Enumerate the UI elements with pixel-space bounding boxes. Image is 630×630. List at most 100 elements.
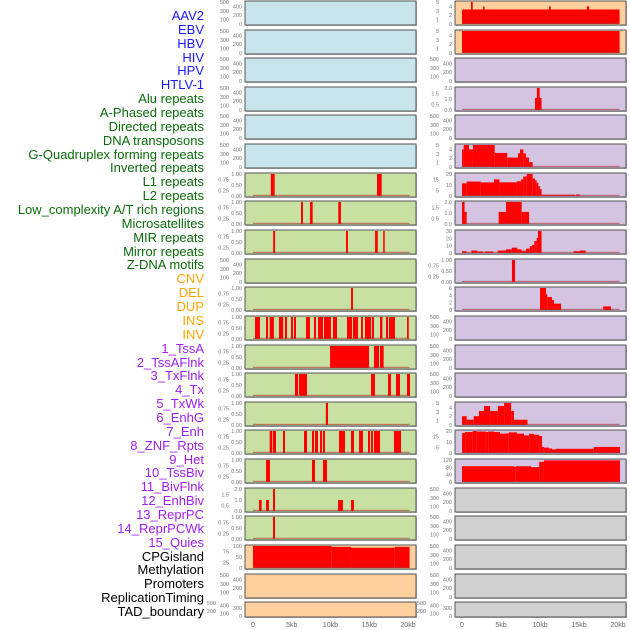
data-bar — [535, 180, 537, 196]
track-label: TAD_boundary — [117, 603, 204, 619]
data-bar — [266, 500, 269, 511]
y-tick-label: 500 — [430, 57, 439, 63]
baseline-track — [253, 366, 410, 368]
baseline-track — [253, 222, 410, 224]
y-tick-label: 500 — [430, 573, 439, 579]
y-tick-label: 2 — [449, 156, 452, 162]
y-tick-label: 0.75 — [218, 350, 229, 356]
track-label: CPGisland — [141, 548, 204, 564]
track-label: Alu repeats — [138, 91, 204, 107]
y-tick-label: 500 — [430, 344, 439, 350]
y-tick-label: 200 — [233, 156, 242, 162]
data-bar — [579, 250, 586, 253]
y-tick-label: 0.25 — [218, 532, 229, 538]
data-bar — [373, 346, 380, 368]
y-tick-label: 200 — [233, 70, 242, 76]
data-bar — [295, 374, 299, 396]
data-bar — [471, 250, 478, 253]
y-tick-label: 0.00 — [231, 423, 242, 429]
y-tick-label: 0 — [449, 509, 452, 515]
data-bar — [393, 431, 397, 453]
y-tick-label: 0.25 — [218, 303, 229, 309]
y-tick-label: 0.75 — [218, 235, 229, 241]
data-bar — [603, 306, 611, 310]
data-bar — [389, 317, 395, 339]
y-tick-label: 0.00 — [231, 537, 242, 543]
data-bar — [364, 317, 372, 339]
data-bar — [282, 431, 286, 453]
y-tick-label: 1.00 — [231, 515, 242, 521]
y-tick-label: 1.00 — [231, 344, 242, 350]
panel-background — [454, 57, 627, 83]
data-bar — [547, 297, 553, 310]
y-tick-label: 2.0 — [444, 200, 452, 206]
y-tick-label: 400 — [233, 61, 242, 67]
track-label: L1 repeats — [142, 174, 204, 190]
track-label: 1_TssA — [161, 340, 204, 356]
y-tick-label: 100 — [430, 362, 439, 368]
y-tick-label: 1 — [436, 419, 439, 425]
data-bar — [406, 374, 411, 396]
y-tick-label: 0.75 — [218, 464, 229, 470]
baseline-track — [462, 108, 620, 110]
y-tick-label: 300 — [430, 324, 439, 330]
y-tick-label: 0 — [239, 595, 242, 601]
data-bar — [368, 431, 371, 453]
y-tick-label: 400 — [233, 262, 242, 268]
y-tick-label: 2 — [449, 301, 452, 307]
data-bar — [462, 9, 620, 24]
data-bar — [593, 446, 621, 453]
track-label: A-Phased repeats — [99, 105, 204, 121]
right-panel: 0 100 200 300 400 500 — [430, 57, 627, 85]
data-bar — [505, 249, 512, 253]
y-tick-label: 1.5 — [221, 493, 229, 499]
left-panel: 0 100 200 300 400 500 — [220, 114, 417, 142]
y-tick-label: 0.25 — [218, 189, 229, 195]
data-bar — [548, 6, 551, 25]
baseline-track — [462, 280, 620, 282]
y-tick-label: 100 — [220, 75, 229, 81]
data-bar — [529, 246, 533, 253]
track-label: 9_Het — [169, 451, 204, 467]
y-tick-label: 200 — [233, 99, 242, 105]
panel-background — [454, 200, 627, 226]
baseline-track — [253, 480, 410, 482]
data-bar — [371, 317, 374, 339]
track-label: EBV — [177, 21, 204, 37]
track-label: ReplicationTiming — [101, 590, 204, 606]
y-tick-label: 400 — [233, 577, 242, 583]
data-bar — [533, 434, 540, 453]
y-tick-label: 0.00 — [231, 394, 242, 400]
y-tick-label: 200 — [443, 357, 452, 363]
data-bar — [523, 176, 527, 196]
y-tick-label: 1.0 — [234, 498, 242, 504]
data-bar — [394, 546, 410, 568]
data-bar — [311, 431, 314, 453]
y-tick-label: 500 — [207, 601, 216, 607]
data-bar — [483, 6, 485, 25]
y-tick-label: 0 — [239, 22, 242, 28]
y-tick-label: 0.50 — [231, 297, 242, 303]
track-label: 12_EnhBiv — [141, 493, 204, 509]
data-bar — [480, 182, 494, 196]
y-tick-label: 300 — [430, 524, 439, 530]
y-tick-label: 0.50 — [231, 240, 242, 246]
y-tick-label: 10 — [446, 183, 452, 189]
track-label: 10_TssBiv — [144, 465, 204, 481]
data-bar — [499, 433, 506, 453]
y-tick-label: 1.00 — [231, 315, 242, 321]
data-bar — [546, 294, 548, 310]
y-tick-label: 400 — [443, 319, 452, 325]
baseline-track — [253, 308, 410, 310]
y-tick-label: 0 — [239, 79, 242, 85]
data-bar — [322, 431, 325, 453]
y-tick-label: 100 — [220, 47, 229, 53]
data-bar — [323, 317, 331, 339]
baseline-track — [253, 194, 410, 196]
y-tick-label: 500 — [220, 0, 229, 6]
y-tick-label: 0.75 — [218, 435, 229, 441]
y-tick-label: 0.75 — [218, 378, 229, 384]
track-label: HTLV-1 — [160, 77, 204, 93]
data-bar — [552, 449, 556, 453]
y-tick-label: 500 — [220, 573, 229, 579]
